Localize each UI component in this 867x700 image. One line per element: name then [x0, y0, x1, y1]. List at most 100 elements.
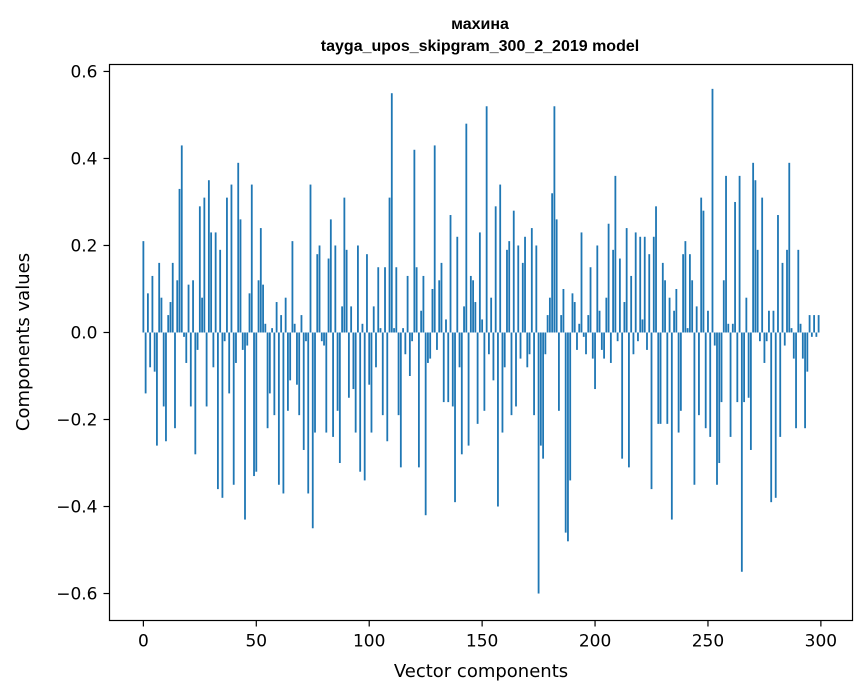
bar-component-79 [320, 332, 323, 342]
bar-component-109 [388, 197, 391, 333]
x-axis: 0 50 100 150 200 250 300 [138, 620, 837, 652]
bar-component-13 [171, 262, 174, 333]
bar-component-190 [571, 293, 574, 333]
bar-component-293 [804, 332, 806, 429]
bar-component-248 [702, 210, 705, 333]
bar-component-246 [698, 332, 700, 416]
bar-component-268 [747, 332, 750, 398]
bar-component-220 [639, 236, 642, 333]
bar-component-254 [716, 332, 718, 485]
x-tick-label: 150 [466, 632, 498, 652]
x-tick-label: 200 [579, 632, 611, 652]
bar-component-267 [745, 297, 748, 333]
bar-component-29 [207, 180, 210, 333]
bar-component-48 [250, 184, 253, 333]
bar-component-92 [350, 306, 353, 333]
y-tick-label: 0.6 [70, 62, 97, 82]
bar-component-264 [738, 175, 741, 333]
bar-component-35 [221, 332, 224, 498]
bar-component-128 [431, 288, 434, 333]
bar-component-266 [743, 332, 746, 403]
x-tick-label: 250 [692, 632, 724, 652]
bar-component-294 [806, 332, 809, 372]
bar-component-189 [569, 332, 572, 481]
bar-component-208 [612, 249, 615, 333]
bar-component-135 [447, 332, 450, 403]
bar-component-10 [165, 332, 167, 442]
bar-component-93 [352, 332, 355, 390]
bar-component-218 [634, 232, 637, 333]
bar-component-179 [546, 315, 549, 333]
bar-component-167 [519, 332, 522, 359]
bar-component-83 [329, 219, 332, 333]
bar-component-80 [323, 332, 325, 346]
bar-component-91 [347, 332, 350, 398]
bar-component-161 [506, 249, 508, 333]
bar-component-70 [300, 315, 303, 333]
bar-component-233 [668, 297, 671, 333]
bar-component-296 [810, 332, 813, 337]
y-tick-label: −0.4 [56, 498, 97, 518]
bar-component-122 [417, 332, 420, 468]
bar-component-107 [384, 267, 386, 333]
bar-component-276 [765, 332, 768, 342]
bar-component-177 [542, 332, 545, 459]
bar-component-223 [646, 332, 648, 350]
bar-component-0 [142, 241, 145, 333]
bar-component-228 [657, 332, 660, 424]
bar-component-27 [203, 197, 206, 333]
bar-component-242 [688, 254, 691, 333]
bar-component-56 [268, 332, 271, 394]
bar-component-280 [774, 332, 777, 498]
y-axis: −0.6 −0.4 −0.2 0.0 0.2 0.4 0.6 [56, 62, 110, 605]
bar-component-260 [729, 332, 732, 437]
bar-component-33 [216, 332, 219, 490]
bar-component-102 [372, 306, 375, 333]
bar-component-193 [578, 323, 581, 333]
bar-component-139 [456, 236, 459, 333]
bar-component-84 [332, 332, 334, 437]
bar-component-147 [474, 302, 477, 333]
bar-component-243 [691, 280, 694, 333]
bar-component-199 [591, 332, 594, 359]
bar-component-62 [282, 332, 285, 494]
bar-component-100 [368, 332, 371, 385]
bar-component-288 [792, 332, 795, 359]
bar-component-6 [156, 332, 158, 446]
bar-component-187 [564, 332, 567, 533]
bar-component-155 [492, 332, 495, 381]
bar-component-140 [458, 332, 461, 368]
bar-component-247 [700, 197, 703, 333]
bar-component-26 [201, 297, 203, 333]
bar-component-299 [817, 315, 820, 333]
bar-component-57 [271, 328, 274, 333]
bar-component-237 [677, 332, 680, 433]
bar-component-130 [436, 332, 438, 350]
bar-component-89 [343, 197, 346, 333]
bar-component-278 [770, 332, 773, 503]
bar-component-97 [361, 323, 364, 333]
bar-component-283 [781, 262, 784, 333]
bar-component-146 [472, 280, 474, 333]
bar-component-192 [576, 332, 578, 350]
bar-component-274 [761, 197, 764, 333]
bar-component-162 [508, 241, 511, 333]
x-tick-label: 50 [245, 632, 267, 652]
bar-component-16 [178, 188, 181, 333]
x-tick-label: 300 [805, 632, 837, 652]
bar-component-96 [359, 332, 362, 472]
bar-component-118 [408, 332, 411, 376]
bar-component-217 [632, 332, 635, 355]
bar-component-98 [363, 332, 366, 481]
bar-component-119 [411, 332, 414, 342]
bar-component-138 [454, 332, 456, 503]
bar-component-249 [704, 332, 707, 429]
bar-component-75 [311, 332, 314, 529]
bar-component-292 [801, 332, 804, 359]
bar-component-90 [345, 249, 348, 333]
bar-component-20 [187, 284, 190, 333]
bar-component-229 [659, 332, 662, 424]
bar-component-23 [194, 332, 197, 455]
bar-component-213 [623, 302, 626, 333]
bar-component-170 [526, 332, 529, 368]
